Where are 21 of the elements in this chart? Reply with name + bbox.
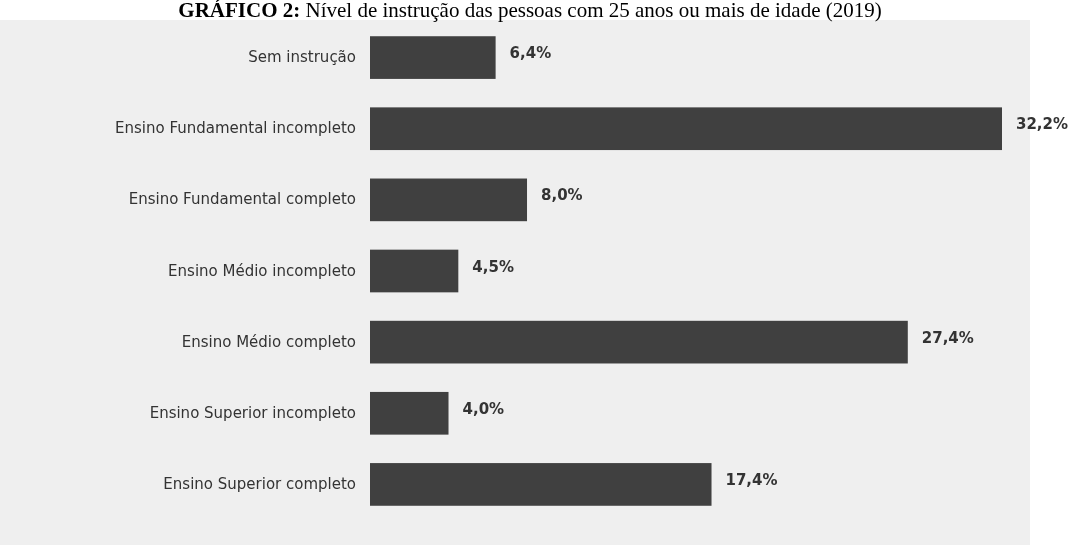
y-tick-label: Ensino Médio completo — [181, 332, 356, 351]
bar — [370, 463, 712, 506]
bar — [370, 178, 528, 222]
bar — [370, 249, 459, 293]
bar — [370, 391, 449, 435]
y-tick-label: Ensino Médio incompleto — [168, 261, 356, 280]
bar — [370, 107, 1002, 151]
data-label: 6,4% — [509, 44, 552, 63]
y-tick-label: Ensino Fundamental completo — [128, 190, 356, 209]
y-tick-label: Ensino Fundamental incompleto — [115, 119, 356, 138]
data-label: 17,4% — [725, 470, 778, 489]
bar — [370, 36, 496, 79]
data-label: 27,4% — [921, 328, 974, 347]
bar — [370, 320, 908, 364]
data-label: 32,2% — [1016, 115, 1069, 134]
y-tick-label: Sem instrução — [248, 48, 356, 67]
data-label: 8,0% — [541, 186, 583, 205]
y-tick-label: Ensino Superior completo — [163, 474, 356, 493]
y-tick-label: Ensino Superior incompleto — [149, 403, 356, 422]
data-label: 4,0% — [462, 399, 505, 418]
data-label: 4,5% — [472, 257, 514, 276]
